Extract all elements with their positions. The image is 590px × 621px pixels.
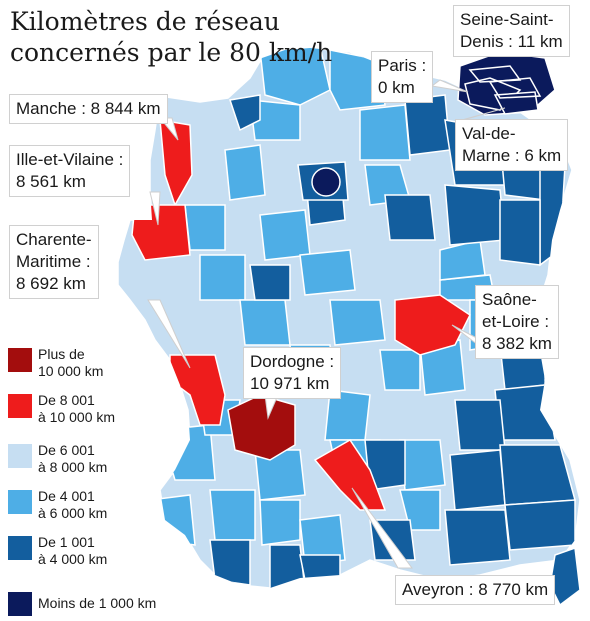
- legend-label: De 1 001 à 4 000 km: [38, 534, 108, 567]
- callout-pointers: [147, 79, 506, 569]
- callout-ille-et-vilaine: Ille-et-Vilaine : 8 561 km: [10, 146, 130, 196]
- legend-item-6001-8000: De 6 001 à 8 000 km: [8, 442, 107, 476]
- legend-label: De 4 001 à 6 000 km: [38, 488, 108, 521]
- callout-manche: Manche : 8 844 km: [10, 95, 167, 123]
- dept-aveyron: [313, 439, 387, 511]
- dept-ariege: [299, 554, 341, 581]
- dept-dordogne: [227, 394, 296, 461]
- dept-ardennes: [404, 94, 451, 156]
- callout-paris: Paris : 0 km: [372, 52, 433, 102]
- dept-allier: [329, 299, 386, 346]
- legend-item-over-10000: Plus de 10 000 km: [8, 346, 103, 380]
- legend-item-under-1000: Moins de 1 000 km: [8, 590, 156, 616]
- dept-bas-rhin: [539, 164, 566, 267]
- callout-aveyron: Aveyron : 8 770 km: [396, 576, 555, 604]
- dept-nord-west: [259, 48, 331, 106]
- callout-charente-maritime: Charente- Maritime : 8 692 km: [10, 226, 98, 298]
- dept-landes: [149, 494, 196, 546]
- dept-savoie: [494, 384, 556, 441]
- pointer-ille-et-vilaine: [149, 191, 161, 226]
- dept-cher: [299, 249, 356, 296]
- legend-swatch: [8, 490, 32, 514]
- map-title: Kilomètres de réseau concernés par le 80…: [10, 7, 333, 67]
- dept-vienne: [239, 299, 291, 346]
- dept-tarn-et-garonne: [259, 499, 301, 546]
- dept-charente-maritime: [169, 354, 226, 426]
- dept-haute-garonne: [269, 544, 306, 588]
- dept-tarn: [299, 514, 346, 566]
- legend-label: Plus de 10 000 km: [38, 346, 104, 379]
- dept-eure: [249, 99, 301, 141]
- dept-mayenne: [184, 204, 226, 251]
- dept-manche: [159, 119, 193, 207]
- legend-swatch: [8, 444, 32, 468]
- dept-maine-et-loire: [199, 254, 246, 301]
- legend-swatch: [8, 348, 32, 372]
- legend-swatch: [8, 592, 32, 616]
- callout-seine-saint-denis: Seine-Saint- Denis : 11 km: [454, 6, 569, 56]
- legend-item-4001-6000: De 4 001 à 6 000 km: [8, 488, 107, 522]
- dept-ille-et-vilaine: [131, 204, 191, 261]
- dept-ardeche: [399, 439, 446, 491]
- dept-calvados: [229, 94, 261, 132]
- dept-ile-de-france-core: [311, 167, 341, 197]
- dept-vaucluse: [444, 509, 511, 566]
- legend-item-8001-10000: De 8 001 à 10 000 km: [8, 392, 115, 426]
- dept-meurthe-et-moselle: [444, 184, 506, 246]
- legend-swatch: [8, 536, 32, 560]
- legend-item-1001-4000: De 1 001 à 4 000 km: [8, 534, 107, 568]
- dept-saone-et-loire: [394, 294, 471, 356]
- dept-yonne: [384, 194, 436, 241]
- dept-loire: [379, 349, 421, 391]
- dept-orne: [224, 144, 266, 201]
- dept-indre-et-loire: [249, 264, 291, 301]
- dept-vosges: [499, 199, 541, 266]
- dept-alpes-maritimes: [504, 499, 576, 551]
- legend-swatch: [8, 394, 32, 418]
- legend-label: De 6 001 à 8 000 km: [38, 442, 108, 475]
- callout-saone-et-loire: Saône- et-Loire : 8 382 km: [476, 286, 558, 358]
- legend-label: De 8 001 à 10 000 km: [38, 392, 116, 425]
- dept-loir-et-cher: [259, 209, 311, 261]
- dept-marne: [359, 104, 411, 161]
- dept-drome: [449, 449, 506, 511]
- dept-pyrenees-atlantiques: [209, 539, 251, 586]
- pointer-val-de-marne: [461, 107, 506, 121]
- callout-dordogne: Dordogne : 10 971 km: [244, 348, 341, 398]
- legend-label: Moins de 1 000 km: [38, 595, 157, 611]
- pointer-paris: [430, 79, 469, 93]
- dept-isere: [454, 399, 506, 451]
- dept-gers: [209, 489, 256, 541]
- inset-border-2: [488, 77, 542, 99]
- callout-val-de-marne: Val-de- Marne : 6 km: [456, 120, 568, 170]
- pointer-charente-maritime: [147, 299, 191, 369]
- pointer-aveyron: [351, 487, 413, 569]
- inset-border-1: [468, 65, 522, 83]
- dept-corse: [549, 546, 581, 607]
- petite-couronne-inset: [457, 51, 556, 116]
